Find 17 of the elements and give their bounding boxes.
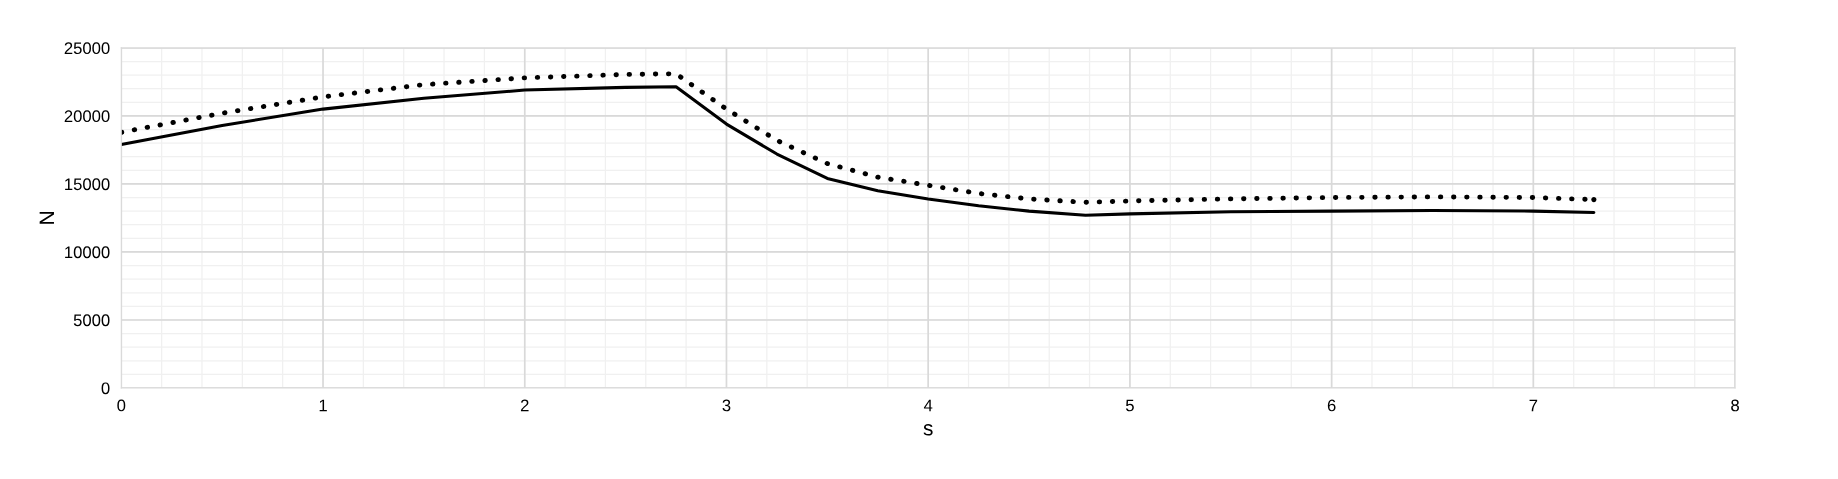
y-tick-label: 5000 (73, 314, 110, 327)
y-axis-title: N (39, 212, 54, 224)
x-tick-label: 1 (319, 399, 327, 412)
x-tick-label: 8 (1731, 399, 1739, 412)
x-tick-label: 5 (1125, 399, 1134, 412)
x-tick-label: 4 (923, 399, 933, 412)
x-tick-label: 7 (1529, 399, 1538, 412)
y-tick-label: 25000 (64, 42, 110, 55)
x-axis-title: s (923, 424, 933, 436)
y-tick-label: 0 (101, 382, 110, 395)
x-tick-label: 3 (722, 399, 731, 412)
x-tick-label: 6 (1327, 399, 1336, 412)
y-tick-label: 10000 (65, 246, 110, 259)
y-tick-label: 15000 (65, 178, 110, 191)
x-tick-label: 0 (117, 399, 126, 412)
x-tick-label: 2 (520, 399, 529, 412)
y-tick-label: 20000 (64, 110, 110, 123)
